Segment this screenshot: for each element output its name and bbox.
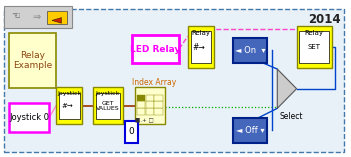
FancyBboxPatch shape	[137, 101, 145, 108]
FancyBboxPatch shape	[154, 101, 163, 108]
FancyBboxPatch shape	[154, 108, 163, 115]
Text: Relay: Relay	[305, 30, 324, 36]
FancyBboxPatch shape	[9, 103, 49, 132]
FancyBboxPatch shape	[56, 87, 82, 124]
FancyBboxPatch shape	[191, 31, 211, 63]
Text: Index Array: Index Array	[132, 78, 177, 87]
FancyBboxPatch shape	[154, 95, 163, 101]
FancyBboxPatch shape	[135, 87, 165, 124]
FancyBboxPatch shape	[299, 31, 329, 63]
FancyBboxPatch shape	[4, 6, 72, 28]
Text: ◄ On  ▾: ◄ On ▾	[235, 46, 265, 55]
Text: Joystick 0: Joystick 0	[9, 113, 49, 122]
FancyBboxPatch shape	[9, 33, 56, 88]
Text: #→: #→	[62, 103, 73, 109]
Text: ◄ Off ▾: ◄ Off ▾	[236, 126, 264, 135]
FancyBboxPatch shape	[47, 11, 67, 24]
Text: GET
VALUES: GET VALUES	[96, 101, 120, 111]
Text: ■.+ □: ■.+ □	[135, 117, 153, 122]
FancyBboxPatch shape	[93, 87, 123, 124]
FancyBboxPatch shape	[125, 121, 138, 143]
Text: SET: SET	[307, 44, 321, 50]
Polygon shape	[52, 18, 61, 23]
FancyBboxPatch shape	[146, 108, 154, 115]
Text: Joystick: Joystick	[96, 91, 120, 96]
FancyBboxPatch shape	[137, 108, 145, 115]
FancyBboxPatch shape	[59, 93, 80, 119]
Text: #→: #→	[193, 43, 206, 52]
FancyBboxPatch shape	[137, 95, 145, 101]
FancyBboxPatch shape	[233, 38, 267, 63]
Text: Joystick: Joystick	[57, 91, 81, 96]
Text: ⇒: ⇒	[33, 11, 41, 22]
Text: LED Relay: LED Relay	[130, 45, 180, 54]
FancyBboxPatch shape	[132, 35, 179, 63]
Text: Relay: Relay	[191, 30, 211, 36]
FancyBboxPatch shape	[297, 26, 332, 68]
FancyBboxPatch shape	[4, 9, 344, 152]
FancyBboxPatch shape	[233, 118, 267, 143]
Text: 2014: 2014	[308, 13, 340, 26]
Text: Select: Select	[280, 112, 303, 122]
Text: 0: 0	[128, 127, 134, 136]
Text: Relay
Example: Relay Example	[13, 51, 52, 70]
FancyBboxPatch shape	[96, 93, 120, 119]
FancyBboxPatch shape	[188, 26, 214, 68]
Polygon shape	[277, 69, 297, 108]
Text: ☜: ☜	[12, 11, 20, 22]
FancyBboxPatch shape	[146, 95, 154, 101]
FancyBboxPatch shape	[146, 101, 154, 108]
